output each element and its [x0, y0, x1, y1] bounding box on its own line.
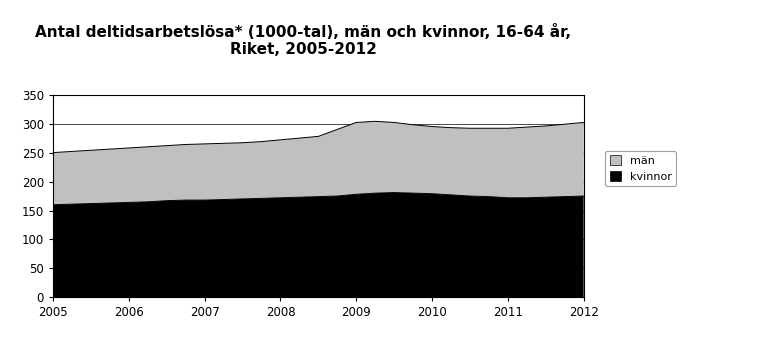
Text: Antal deltidsarbetslösa* (1000-tal), män och kvinnor, 16-64 år,
Riket, 2005-2012: Antal deltidsarbetslösa* (1000-tal), män…: [35, 24, 572, 57]
Legend: män, kvinnor: män, kvinnor: [605, 151, 676, 186]
